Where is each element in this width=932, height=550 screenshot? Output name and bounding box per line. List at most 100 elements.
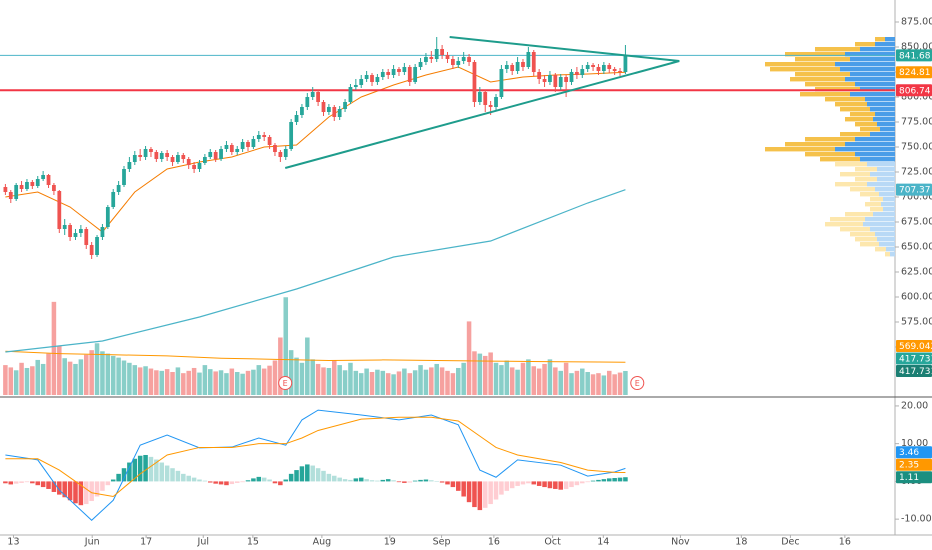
volume-bar [380, 370, 386, 395]
profile-down [850, 187, 875, 192]
volume-bar [536, 368, 542, 395]
candle-body [262, 135, 267, 137]
profile-up [860, 47, 895, 52]
macd-histogram-bar [391, 480, 396, 482]
macd-histogram-bar [353, 478, 359, 482]
y-tick-label: 600.00 [901, 292, 932, 303]
candle-body [273, 145, 277, 152]
candle-body [246, 142, 250, 147]
macd-y-tick-label: 20.00 [901, 400, 928, 411]
profile-up [870, 227, 895, 232]
macd-histogram-bar [574, 481, 580, 486]
candle-body [569, 72, 574, 82]
candle-body [235, 149, 240, 152]
macd-histogram-bar [326, 473, 332, 482]
profile-down [835, 162, 867, 167]
axis-label: 569.042K [899, 342, 932, 352]
candle-body [451, 59, 455, 65]
profile-up [875, 42, 895, 47]
volume-bar [574, 370, 580, 395]
profile-up [867, 182, 895, 187]
candle-body [46, 175, 51, 185]
y-tick-label: 700.00 [901, 192, 932, 203]
volume-bar [526, 359, 531, 395]
candle-body [359, 79, 364, 85]
x-tick-label: Jul [197, 537, 209, 548]
candle-body [3, 187, 8, 192]
candle-body [337, 109, 342, 117]
macd-histogram-bar [472, 481, 477, 508]
profile-down [870, 207, 883, 212]
volume-bar [57, 345, 62, 395]
macd-histogram-bar [116, 473, 121, 482]
macd-histogram-bar [558, 481, 563, 490]
candle-body [224, 145, 229, 149]
candle-body [413, 67, 418, 82]
profile-down [840, 132, 870, 137]
profile-up [865, 217, 895, 222]
volume-bar [272, 360, 278, 395]
macd-histogram-bar [197, 479, 202, 482]
event-marker [630, 376, 645, 390]
volume-bar [8, 367, 14, 395]
profile-up [863, 222, 895, 227]
profile-up [845, 142, 895, 147]
macd-histogram-bar [181, 473, 186, 482]
macd-histogram-bar [369, 480, 375, 482]
candle-body [240, 142, 245, 149]
candle-body [229, 145, 234, 152]
macd-histogram-bar [526, 481, 531, 484]
volume-bar [515, 369, 520, 395]
candle-body [494, 97, 498, 107]
candle-body [181, 155, 186, 159]
profile-down [795, 72, 850, 77]
profile-down [835, 102, 867, 107]
volume-bar [547, 359, 553, 395]
candle-body [440, 49, 444, 55]
candle-body [122, 169, 126, 185]
candle-body [300, 107, 304, 115]
volume-bar [24, 367, 30, 395]
y-tick-label: 725.00 [901, 167, 932, 178]
macd-histogram-bar [423, 479, 429, 482]
macd-histogram-bar [375, 480, 380, 482]
candle-body [68, 225, 72, 237]
profile-up [840, 67, 895, 72]
profile-up [870, 132, 895, 137]
x-tick-label: 16 [839, 537, 851, 548]
candle-body [380, 72, 385, 77]
macd-histogram-bar [234, 481, 240, 483]
macd-histogram-bar [288, 473, 294, 482]
profile-down [805, 152, 855, 157]
x-tick-label: Jun [84, 537, 100, 548]
profile-down [845, 117, 873, 122]
axis-label: 707.37 [899, 186, 931, 196]
macd-histogram-bar [67, 481, 73, 501]
macd-histogram-bar [601, 479, 607, 482]
volume-bar [181, 373, 186, 395]
candle-body [321, 102, 326, 112]
candle-body [434, 49, 439, 59]
profile-up [850, 57, 895, 62]
profile-down [790, 77, 845, 82]
volume-bar [612, 374, 617, 395]
volume-bar [482, 355, 488, 395]
volume-bar [229, 368, 235, 395]
volume-bar [326, 367, 332, 395]
macd-histogram-bar [245, 480, 251, 482]
macd-histogram-bar [13, 481, 19, 484]
macd-histogram-bar [402, 481, 407, 483]
y-tick-label: 800.00 [901, 92, 932, 103]
macd-histogram-bar [19, 481, 24, 483]
candle-body [553, 75, 558, 87]
volume-bar [267, 365, 272, 395]
candle-body [618, 71, 622, 72]
candle-body [510, 65, 515, 71]
candle-body [353, 85, 358, 87]
macd-histogram-bar [396, 481, 402, 483]
profile-up [880, 127, 895, 132]
volume-bar [89, 350, 94, 395]
macd-histogram-bar [191, 477, 197, 482]
macd-histogram-bar [520, 481, 526, 485]
